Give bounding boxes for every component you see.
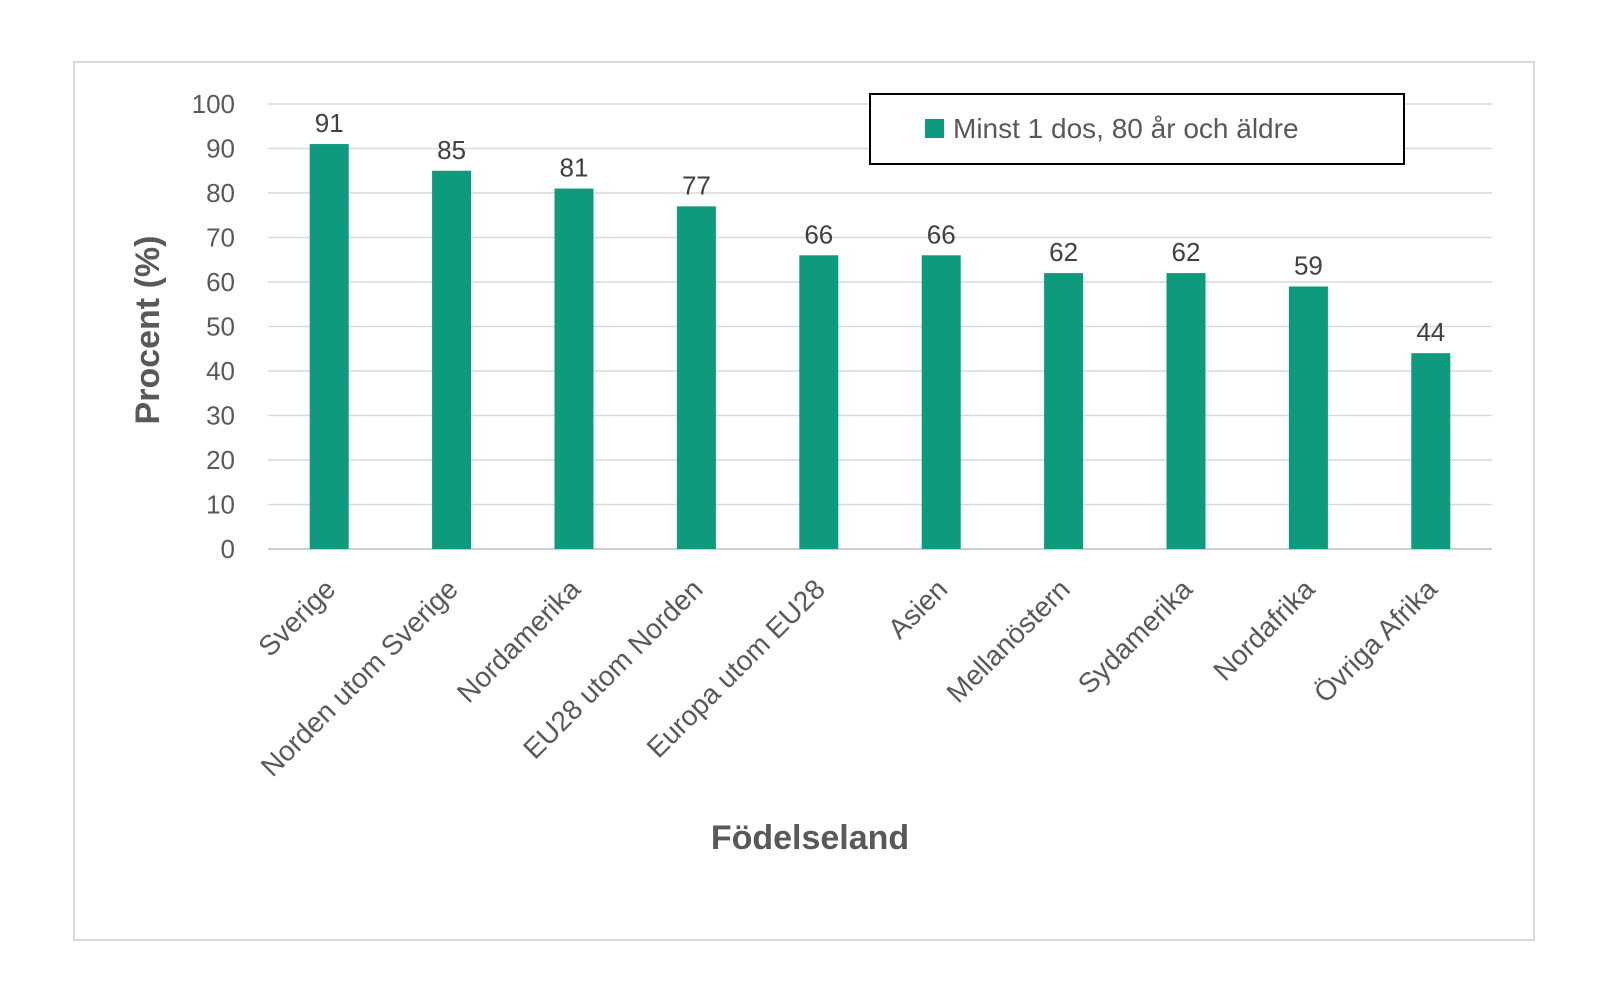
x-tick-label: Asien <box>882 573 953 644</box>
data-label: 59 <box>1294 250 1323 280</box>
y-tick-label: 0 <box>221 534 235 564</box>
x-axis-title: Födelseland <box>711 819 909 857</box>
data-label: 81 <box>560 153 589 183</box>
bar <box>799 255 839 550</box>
bar <box>309 144 349 550</box>
bars <box>309 144 1451 550</box>
bar <box>676 206 716 549</box>
legend: Minst 1 dos, 80 år och äldre <box>869 93 1405 165</box>
bar <box>1044 273 1084 549</box>
x-tick-label: Norden utom Sverige <box>255 573 464 782</box>
y-tick-label: 50 <box>206 312 235 342</box>
y-tick-label: 80 <box>206 178 235 208</box>
legend-swatch <box>925 119 944 138</box>
data-labels: 91 85 81 77 66 66 62 62 59 44 <box>315 108 1446 347</box>
y-tick-label: 100 <box>192 89 235 119</box>
y-axis-title: Procent (%) <box>129 236 167 425</box>
bar <box>554 188 594 550</box>
data-label: 91 <box>315 108 344 138</box>
legend-label: Minst 1 dos, 80 år och äldre <box>953 113 1299 144</box>
x-tick-label: Övriga Afrika <box>1308 573 1444 709</box>
data-label: 66 <box>927 219 956 249</box>
data-label: 62 <box>1049 237 1078 267</box>
y-tick-label: 60 <box>206 267 235 297</box>
y-tick-label: 90 <box>206 134 235 164</box>
y-axis-ticks: 0 10 20 30 40 50 60 70 80 90 100 <box>192 89 235 564</box>
bar <box>1411 353 1451 549</box>
y-tick-label: 20 <box>206 445 235 475</box>
x-tick-label: Nordamerika <box>451 573 587 709</box>
y-tick-label: 70 <box>206 223 235 253</box>
y-tick-label: 30 <box>206 401 235 431</box>
bar <box>432 170 472 549</box>
x-tick-label: Mellanöstern <box>941 573 1076 708</box>
y-tick-label: 40 <box>206 356 235 386</box>
data-label: 66 <box>804 219 833 249</box>
data-label: 77 <box>682 170 711 200</box>
x-tick-label: Sverige <box>252 573 341 662</box>
data-label: 62 <box>1172 237 1201 267</box>
data-label: 85 <box>437 135 466 165</box>
x-tick-label: Nordafrika <box>1207 573 1321 687</box>
y-tick-label: 10 <box>206 490 235 520</box>
bar <box>921 255 961 550</box>
bar <box>1166 273 1206 549</box>
data-label: 44 <box>1416 317 1445 347</box>
bar <box>1288 286 1328 549</box>
legend-box <box>869 93 1405 165</box>
x-tick-label: Sydamerika <box>1072 573 1199 700</box>
